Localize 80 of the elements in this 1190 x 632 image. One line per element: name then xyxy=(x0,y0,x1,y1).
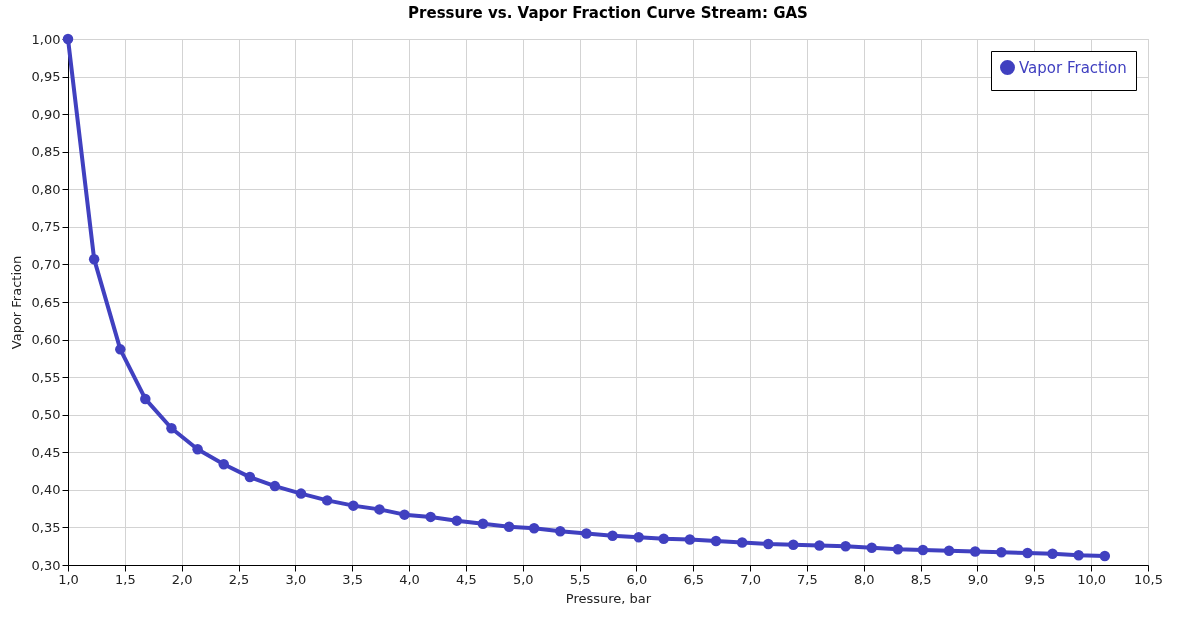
x-tick-label: 5,5 xyxy=(569,571,591,587)
x-tick-label: 3,0 xyxy=(285,571,307,587)
point xyxy=(425,511,436,523)
point xyxy=(321,495,333,506)
x-tick-label: 10,5 xyxy=(1134,571,1163,587)
x-tick-label: 9,5 xyxy=(1024,571,1046,587)
point xyxy=(295,488,307,499)
x-tick-label: 1,0 xyxy=(58,571,79,587)
y-tick-label: 0,35 xyxy=(31,519,61,535)
y-tick-label: 0,45 xyxy=(31,444,61,460)
legend-label: Vapor Fraction xyxy=(1019,58,1127,77)
y-tick-label: 0,30 xyxy=(31,557,61,573)
x-tick-label: 9,0 xyxy=(967,571,989,587)
point xyxy=(399,509,410,520)
point xyxy=(736,537,748,548)
point xyxy=(269,480,281,492)
point xyxy=(555,525,566,537)
point xyxy=(1047,548,1058,559)
point xyxy=(866,542,877,553)
point xyxy=(1073,550,1084,561)
point xyxy=(917,544,929,556)
point xyxy=(62,33,74,45)
x-tick-label: 2,0 xyxy=(171,571,193,587)
chart-title: Pressure vs. Vapor Fraction Curve Stream: GAS xyxy=(408,4,808,22)
point xyxy=(218,459,229,470)
point xyxy=(374,504,385,515)
point xyxy=(140,393,151,405)
y-tick-label: 0,95 xyxy=(31,69,61,85)
point xyxy=(166,423,177,434)
x-tick-label: 8,5 xyxy=(910,571,932,587)
point xyxy=(528,522,540,534)
y-tick-label: 1,00 xyxy=(31,31,61,47)
point xyxy=(1022,547,1033,559)
x-tick-label: 6,5 xyxy=(683,571,705,587)
point xyxy=(763,538,774,550)
y-tick-label: 0,40 xyxy=(31,482,61,498)
point xyxy=(115,344,126,355)
x-tick-label: 8,0 xyxy=(853,571,875,587)
x-tick-label: 2,5 xyxy=(228,571,250,587)
x-axis-title: Pressure, bar xyxy=(565,590,652,606)
x-tick-label: 10,0 xyxy=(1077,571,1107,587)
x-tick-label: 6,0 xyxy=(626,571,648,587)
x-tick-label: 5,0 xyxy=(512,571,534,587)
point xyxy=(658,533,669,544)
y-tick-label: 0,55 xyxy=(31,369,61,385)
point xyxy=(892,543,904,555)
point xyxy=(996,546,1007,558)
y-tick-label: 0,65 xyxy=(31,294,61,310)
y-tick-label: 0,90 xyxy=(31,106,61,122)
point xyxy=(451,515,463,526)
point xyxy=(814,540,825,551)
x-tick-label: 3,5 xyxy=(342,571,364,587)
x-tick-label: 7,0 xyxy=(740,571,761,587)
y-tick-label: 0,60 xyxy=(31,332,61,348)
point xyxy=(969,546,981,557)
point xyxy=(633,531,644,543)
point xyxy=(477,518,489,529)
x-tick-label: 7,5 xyxy=(797,571,818,587)
point xyxy=(192,444,203,455)
point xyxy=(710,535,722,547)
y-tick-label: 0,80 xyxy=(31,181,61,197)
point xyxy=(503,521,515,532)
point xyxy=(943,545,955,556)
point xyxy=(788,539,799,550)
y-axis-title: Vapor Fraction xyxy=(8,255,24,350)
y-tick-label: 0,75 xyxy=(31,219,61,235)
x-tick-label: 4,0 xyxy=(399,571,420,587)
x-tick-label: 1,5 xyxy=(115,571,136,587)
point xyxy=(581,528,592,539)
point xyxy=(244,471,256,483)
point xyxy=(348,500,359,511)
point xyxy=(1099,550,1111,562)
point xyxy=(607,530,618,541)
x-tick-label: 4,5 xyxy=(456,571,477,587)
point xyxy=(840,540,851,552)
y-tick-label: 0,50 xyxy=(31,407,61,423)
y-tick-label: 0,85 xyxy=(31,144,61,160)
y-tick-label: 0,70 xyxy=(31,256,61,272)
point xyxy=(88,253,100,265)
point xyxy=(684,534,696,545)
